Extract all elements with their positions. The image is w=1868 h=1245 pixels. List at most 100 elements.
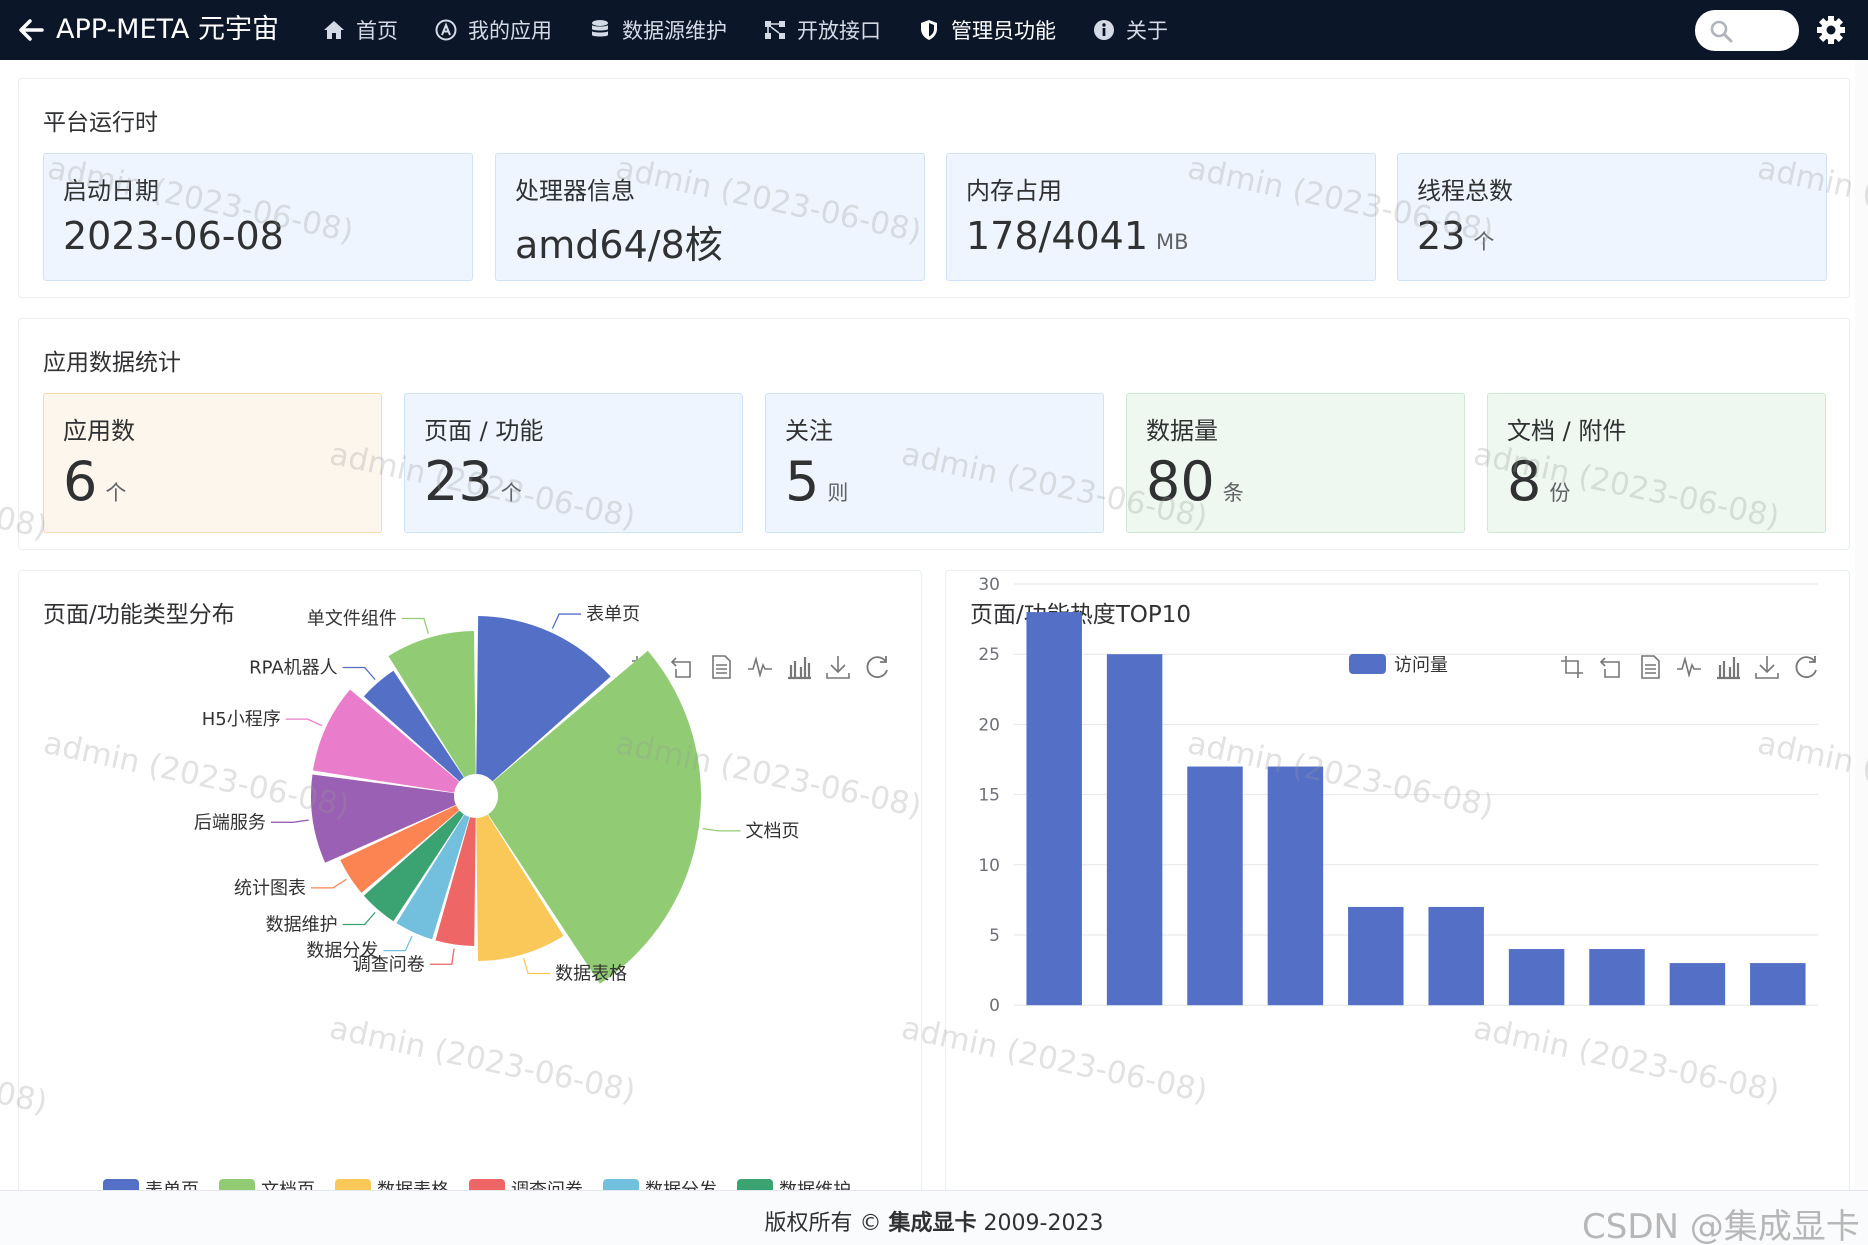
bar[interactable] (1267, 766, 1324, 1006)
pie-chart-title: 页面/功能类型分布 (43, 602, 235, 628)
scrollbar[interactable] (1855, 60, 1868, 1190)
stat-number: 5 (785, 450, 820, 513)
stat-threads: 线程总数 23 个 (1397, 153, 1827, 281)
y-tick-label: 20 (978, 715, 1000, 735)
pie-slice[interactable] (388, 631, 476, 778)
stat-unit: 条 (1222, 481, 1244, 505)
data-view-icon[interactable] (1636, 653, 1664, 681)
pie-label: 统计图表 (234, 878, 306, 899)
pie-slice[interactable] (311, 774, 456, 863)
stat-number: 2023-06-08 (63, 214, 284, 258)
pie-slice[interactable] (340, 805, 460, 893)
bar[interactable] (1026, 612, 1082, 1006)
bar[interactable] (1669, 963, 1726, 1006)
copyright-prefix: 版权所有 © (764, 1211, 889, 1236)
nav-item-open-api[interactable]: 开放接口 (763, 15, 881, 45)
nav-item-label: 数据源维护 (622, 19, 727, 43)
stat-value: 23 个 (1417, 214, 1494, 258)
nav-item-about[interactable]: 关于 (1092, 15, 1168, 45)
app-store-icon (435, 19, 457, 41)
info-icon (1094, 20, 1114, 40)
shield-icon (921, 20, 937, 40)
pie-slice[interactable] (476, 616, 611, 782)
nav-item-home[interactable]: 首页 (322, 15, 398, 45)
pie-slice[interactable] (488, 650, 701, 984)
stat-unit: MB (1156, 230, 1189, 254)
bar[interactable] (1187, 766, 1243, 1006)
stat-number: 23 (1417, 214, 1466, 258)
stat-label: 内存占用 (966, 177, 1062, 205)
download-icon[interactable] (824, 653, 852, 681)
bar[interactable] (1106, 654, 1163, 1006)
pie-slice[interactable] (396, 814, 470, 940)
nav-item-my-apps[interactable]: 我的应用 (434, 15, 552, 45)
stat-number: amd64/8核 (515, 223, 723, 267)
top-navbar: APP-META 元宇宙 首页 我的应用 数据源维护 开放接口 管理员功能 关于 (0, 0, 1868, 60)
pie-label-line (401, 617, 430, 635)
stat-value: amd64/8核 (515, 214, 723, 269)
stat-value: 2023-06-08 (63, 214, 284, 258)
bar-switch-icon[interactable] (1714, 653, 1742, 681)
pie-label-line (551, 613, 582, 629)
home-icon (324, 21, 344, 39)
nav-item-label: 我的应用 (468, 19, 552, 43)
pie-slice[interactable] (435, 817, 476, 946)
bar[interactable] (1589, 949, 1645, 1006)
gear-icon[interactable] (1815, 14, 1847, 46)
stat-unit: 个 (1473, 230, 1495, 254)
pie-label: 文档页 (746, 821, 800, 842)
bar[interactable] (1750, 963, 1806, 1006)
nav-item-admin[interactable]: 管理员功能 (917, 15, 1056, 45)
bar-switch-icon[interactable] (785, 653, 813, 681)
zoom-select-icon[interactable] (1558, 653, 1586, 681)
zoom-reset-icon[interactable] (668, 653, 696, 681)
nav-item-datasource[interactable]: 数据源维护 (588, 15, 727, 45)
bar-chart: 0 5 10 15 20 25 30 访问量 (978, 575, 1818, 1016)
search-input[interactable] (1695, 10, 1799, 51)
y-tick-label: 30 (978, 575, 1000, 595)
bar[interactable] (1428, 906, 1484, 1006)
pie-label: 调查问卷 (353, 954, 425, 975)
runtime-card: 平台运行时 启动日期 2023-06-08 处理器信息 amd64/8核 内存占… (18, 78, 1850, 298)
pie-slice[interactable] (476, 814, 564, 961)
pie-label-line (702, 827, 741, 832)
pie-label: 数据维护 (266, 914, 338, 935)
stat-number: 8 (1507, 450, 1542, 513)
stat-label: 页面 / 功能 (424, 417, 544, 445)
line-switch-icon[interactable] (1675, 653, 1703, 681)
download-icon[interactable] (1753, 653, 1781, 681)
zoom-reset-icon[interactable] (1597, 653, 1625, 681)
brand-title[interactable]: APP-META 元宇宙 (56, 14, 279, 45)
legend-swatch[interactable] (1349, 654, 1386, 674)
refresh-icon[interactable] (863, 653, 891, 681)
stat-label: 关注 (785, 417, 833, 445)
pie-label-line (429, 948, 455, 965)
legend-label[interactable]: 访问量 (1394, 655, 1448, 676)
line-switch-icon[interactable] (746, 653, 774, 681)
stat-label: 文档 / 附件 (1507, 417, 1627, 445)
stat-value: 178/4041 MB (966, 214, 1189, 258)
pie-label-line (285, 718, 323, 727)
pie-label: 表单页 (586, 604, 640, 625)
bar[interactable] (1508, 949, 1565, 1006)
bar[interactable] (1348, 906, 1404, 1006)
pie-slice[interactable] (312, 689, 460, 793)
stat-unit: 个 (500, 481, 522, 505)
runtime-title: 平台运行时 (43, 110, 158, 136)
refresh-icon[interactable] (1792, 653, 1820, 681)
stat-label: 应用数 (63, 417, 135, 445)
pie-label-line (383, 935, 413, 952)
pie-slice[interactable] (363, 810, 464, 922)
stat-number: 80 (1146, 450, 1215, 513)
data-view-icon[interactable] (707, 653, 735, 681)
stat-value: 80 条 (1146, 450, 1244, 513)
nav-item-label: 关于 (1126, 19, 1168, 43)
pie-slice[interactable] (363, 670, 464, 782)
pie-label: 后端服务 (194, 812, 266, 833)
back-arrow-icon[interactable] (14, 14, 48, 46)
stat-unit: 则 (827, 481, 849, 505)
stat-label: 线程总数 (1417, 177, 1513, 205)
